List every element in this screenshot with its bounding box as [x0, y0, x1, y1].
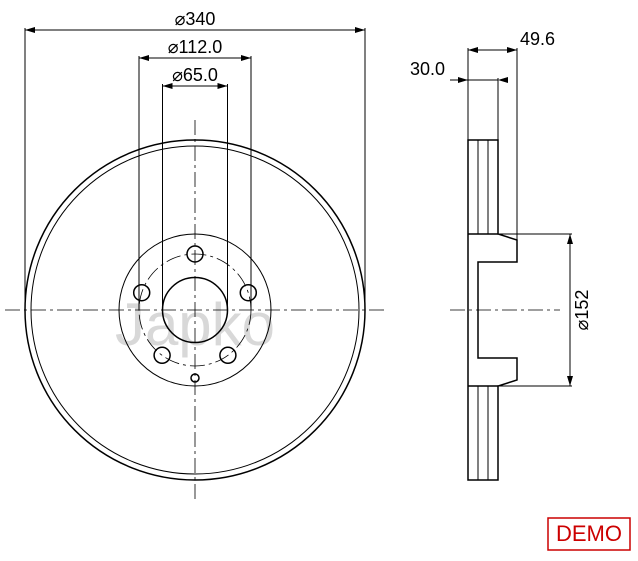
front-view: [5, 120, 385, 500]
side-view-dimensions: 49.6 30.0 ⌀152: [410, 29, 592, 386]
dim-disc-thickness: 30.0: [410, 59, 445, 79]
demo-text: DEMO: [556, 521, 622, 546]
demo-badge: DEMO: [548, 518, 630, 550]
dim-total-width: 49.6: [520, 29, 555, 49]
dim-bolt-circle: ⌀112.0: [168, 37, 223, 57]
side-view: [450, 140, 560, 480]
dim-outer-diameter: ⌀340: [175, 9, 216, 29]
dim-center-bore: ⌀65.0: [172, 65, 218, 85]
technical-drawing: Japko ⌀340: [0, 0, 638, 561]
dim-hat-diameter: ⌀152: [572, 290, 592, 331]
